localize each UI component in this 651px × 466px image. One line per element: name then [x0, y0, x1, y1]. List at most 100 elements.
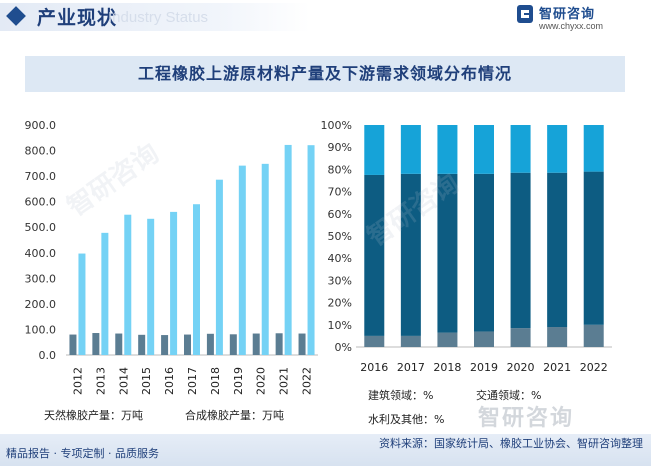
y-tick-label: 100.0 — [25, 323, 57, 336]
y-tick-label: 80% — [328, 163, 352, 176]
y-tick-label: 70% — [328, 186, 352, 199]
bar-natural-rubber — [298, 333, 306, 355]
bar-construction — [547, 327, 568, 347]
y-tick-label: 400.0 — [25, 247, 57, 260]
bar-transport — [364, 174, 385, 336]
footer-source: 资料来源：国家统计局、橡胶工业协会、智研咨询整理 — [379, 437, 643, 450]
bar-synthetic-rubber — [101, 232, 109, 355]
y-tick-label: 60% — [328, 208, 352, 221]
y-tick-label: 20% — [328, 297, 352, 310]
bar-natural-rubber — [161, 335, 169, 355]
bar-synthetic-rubber — [261, 163, 269, 355]
bar-construction — [583, 324, 604, 347]
bar-water — [437, 125, 458, 174]
legend-transport: 交通领域：% — [476, 384, 541, 403]
x-tick-label: 2020 — [507, 361, 535, 374]
x-tick-label: 2016 — [360, 361, 388, 374]
x-tick-label: 2019 — [470, 361, 498, 374]
bar-water — [364, 125, 385, 175]
bar-natural-rubber — [115, 333, 123, 355]
x-tick-label: 2022 — [301, 367, 314, 395]
x-tick-label: 2015 — [140, 367, 153, 395]
bar-synthetic-rubber — [78, 253, 86, 355]
bar-construction — [437, 332, 458, 347]
bar-synthetic-rubber — [193, 204, 200, 355]
bar-synthetic-rubber — [238, 165, 246, 355]
bar-water — [474, 125, 494, 174]
bar-natural-rubber — [92, 333, 100, 355]
x-tick-label: 2019 — [232, 367, 245, 395]
bar-transport — [474, 173, 494, 332]
bar-synthetic-rubber — [284, 144, 292, 355]
page-title: 产业现状 — [37, 7, 118, 29]
bar-construction — [400, 335, 421, 347]
x-tick-label: 2014 — [117, 367, 130, 395]
legend-synthetic-label: 合成橡胶产量：万吨 — [185, 409, 284, 422]
bar-transport — [510, 172, 531, 329]
bar-natural-rubber — [184, 334, 191, 355]
x-tick-label: 2013 — [94, 367, 107, 395]
x-tick-label: 2012 — [71, 367, 84, 395]
bar-synthetic-rubber — [124, 214, 132, 355]
corner-watermark: 智研咨询 — [478, 406, 575, 431]
y-tick-label: 600.0 — [25, 196, 57, 209]
x-tick-label: 2016 — [163, 367, 176, 395]
y-tick-label: 30% — [328, 274, 352, 287]
chart-title: 工程橡胶上游原材料产量及下游需求领域分布情况 — [25, 56, 625, 92]
bar-water — [400, 125, 421, 174]
x-tick-label: 2020 — [255, 367, 268, 395]
y-tick-label: 300.0 — [25, 272, 57, 285]
y-tick-label: 10% — [328, 319, 352, 332]
bar-construction — [474, 331, 494, 347]
y-tick-label: 0.0 — [39, 349, 57, 362]
bar-water — [547, 125, 568, 173]
bar-natural-rubber — [275, 333, 283, 355]
bar-natural-rubber — [229, 334, 237, 355]
header-ghost-text: Industry Status — [108, 9, 209, 26]
bar-construction — [364, 335, 385, 347]
bar-water — [510, 125, 531, 173]
legend-water-label: 水利及其他：% — [368, 413, 445, 426]
x-tick-label: 2018 — [433, 361, 461, 374]
legend-natural-label: 天然橡胶产量：万吨 — [44, 409, 143, 422]
y-tick-label: 800.0 — [25, 145, 57, 158]
bar-construction — [510, 328, 531, 347]
y-tick-label: 40% — [328, 252, 352, 265]
bar-synthetic-rubber — [147, 218, 155, 355]
y-tick-label: 500.0 — [25, 221, 57, 234]
x-tick-label: 2017 — [186, 367, 199, 395]
brand-name: 智研咨询 — [539, 7, 596, 22]
legend-construction: 建筑领域：% — [368, 384, 433, 403]
bar-water — [583, 125, 604, 172]
bar-transport — [400, 173, 421, 336]
brand-url[interactable]: www.chyxx.com — [539, 21, 604, 31]
x-tick-label: 2018 — [209, 367, 222, 395]
y-tick-label: 90% — [328, 141, 352, 154]
bar-transport — [547, 172, 568, 328]
y-tick-label: 900.0 — [25, 119, 57, 132]
legend-transport-label: 交通领域：% — [476, 389, 542, 402]
x-tick-label: 2021 — [278, 367, 291, 395]
page-footer: 精品报告 · 专项定制 · 品质服务 资料来源：国家统计局、橡胶工业协会、智研咨… — [0, 434, 651, 466]
brand[interactable]: 智研咨询 www.chyxx.com — [517, 3, 637, 33]
bar-natural-rubber — [252, 333, 260, 355]
bar-natural-rubber — [69, 334, 77, 355]
y-tick-label: 700.0 — [25, 170, 57, 183]
legend-construction-label: 建筑领域：% — [368, 389, 434, 402]
brand-logo-icon — [517, 5, 533, 23]
legend-synthetic: 合成橡胶产量：万吨 — [185, 404, 284, 423]
bar-transport — [583, 171, 604, 325]
bar-natural-rubber — [206, 333, 214, 355]
bar-natural-rubber — [138, 334, 146, 355]
legend-water: 水利及其他：% — [368, 408, 444, 427]
bar-synthetic-rubber — [170, 211, 178, 355]
y-tick-label: 0% — [335, 341, 352, 354]
bar-synthetic-rubber — [307, 145, 315, 355]
x-tick-label: 2017 — [397, 361, 425, 374]
bar-synthetic-rubber — [215, 179, 223, 355]
x-tick-label: 2021 — [543, 361, 571, 374]
footer-slogan: 精品报告 · 专项定制 · 品质服务 — [6, 447, 159, 460]
y-tick-label: 50% — [328, 230, 352, 243]
x-tick-label: 2022 — [580, 361, 608, 374]
